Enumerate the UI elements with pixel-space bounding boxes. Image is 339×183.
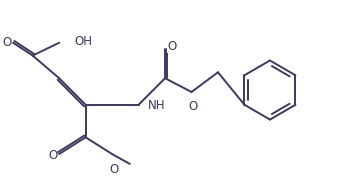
- Text: O: O: [3, 36, 12, 49]
- Text: OH: OH: [75, 35, 93, 48]
- Text: O: O: [48, 149, 57, 162]
- Text: O: O: [109, 163, 119, 176]
- Text: NH: NH: [148, 99, 166, 112]
- Text: O: O: [167, 40, 176, 53]
- Text: O: O: [189, 100, 198, 113]
